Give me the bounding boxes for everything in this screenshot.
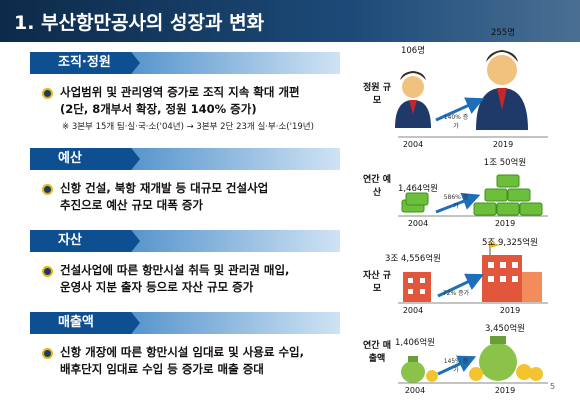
arrow [435,97,485,122]
start-value: 1,464억원 [398,184,438,194]
bag-large [469,336,543,381]
money-large [473,174,543,216]
person-large [476,50,528,130]
end-value: 5조 9,325억원 [482,238,538,248]
end-year: 2019 [492,140,514,149]
body-text: 건설사업에 따른 항만시설 취득 및 관리권 매입, [60,263,290,277]
slide-title: 1. 부산항만공사의 성장과 변화 [14,12,265,34]
arrow [437,355,477,376]
growth: 586% 증가 [443,194,469,210]
bullet [42,348,53,359]
building-small [403,272,431,302]
body-text: (2단, 8개부서 확장, 정원 140% 증가) [60,102,257,116]
stat-label: 연간 예산 [363,175,391,198]
person-small [395,71,431,128]
end-value: 1조 50억원 [483,158,527,168]
start-year: 2004 [407,219,429,228]
arrow [435,192,481,214]
body-text: 운영사 지분 출자 등으로 자산 규모 증가 [60,280,254,294]
body-text: 배후단지 임대료 수입 등 증가로 매출 증대 [60,362,264,376]
body-text: 사업범위 및 관리영역 증가로 조직 지속 확대 개편 [60,85,300,99]
start-year: 2004 [402,140,424,149]
section-title: 조직·정원 [58,55,111,70]
growth: 140% 증가 [443,114,469,130]
section-tab [30,52,140,74]
bullet [42,184,53,195]
bullet [42,266,53,277]
title-bar [0,0,580,42]
bag-small [401,356,438,383]
stat-label: 연간 매출액 [363,341,391,364]
page-number: 5 [550,382,556,391]
section-title: 자산 [58,233,82,248]
section-title: 예산 [58,151,82,166]
start-value: 3조 4,556억원 [385,254,441,264]
end-value: 255명 [490,28,516,38]
bullet [42,88,53,99]
growth: 72% 증가 [442,290,470,297]
growth: 145% 증가 [443,358,469,374]
section-title: 매출액 [58,315,94,330]
section-tab [30,230,140,252]
end-year: 2019 [494,219,516,228]
note: ※ 3본부 15개 팀·실·국·소('04년) → 3본부 2단 23개 실·부… [62,122,314,132]
arrow [437,273,485,298]
start-year: 2004 [402,306,424,315]
end-value: 3,450억원 [485,324,525,334]
end-year: 2019 [499,306,521,315]
start-value: 1,406억원 [395,338,435,348]
money-small [401,192,429,213]
start-value: 106명 [400,46,426,56]
stat-label: 자산 규모 [363,271,391,294]
stat-label: 정원 규모 [363,83,391,106]
body-text: 신항 건설, 북항 재개발 등 대규모 건설사업 [60,181,269,195]
section-tab [30,312,140,334]
section-tab [30,148,140,170]
start-year: 2004 [404,386,426,395]
body-text: 신항 개장에 따른 항만시설 임대료 및 사용료 수입, [60,345,304,359]
building-large [482,242,542,302]
body-text: 추진으로 예산 규모 대폭 증가 [60,198,203,212]
end-year: 2019 [494,386,516,395]
